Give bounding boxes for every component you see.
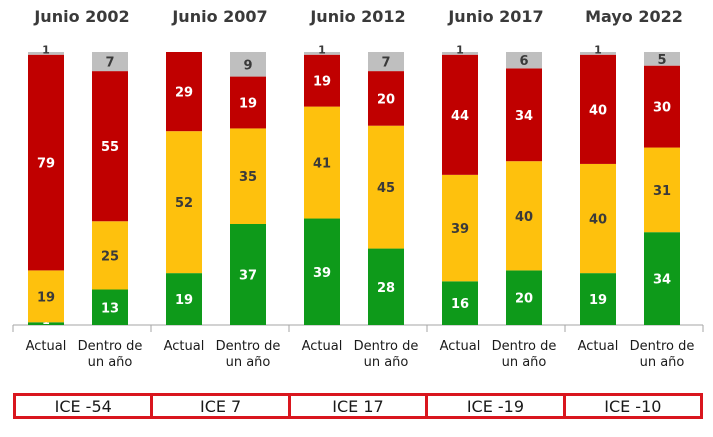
bar-segment-red bbox=[442, 54, 478, 175]
bar-segment-yellow bbox=[644, 147, 680, 233]
bar-segment-gray bbox=[92, 52, 128, 72]
data-label: 40 bbox=[589, 103, 607, 118]
bar-segment-red bbox=[368, 71, 404, 126]
bar-segment-gray bbox=[304, 52, 340, 55]
bar-segment-green bbox=[304, 218, 340, 325]
bar-segment-red bbox=[92, 71, 128, 222]
data-label: 9 bbox=[243, 58, 252, 73]
ice-box: ICE -19 bbox=[428, 393, 566, 419]
category-label: Actual bbox=[164, 339, 205, 354]
category-label: Dentro de un año bbox=[354, 339, 419, 370]
bar-segment-gray bbox=[230, 52, 266, 77]
bar-segment-green bbox=[506, 270, 542, 325]
group-title: Junio 2007 bbox=[171, 7, 267, 26]
bar-segment-yellow bbox=[442, 174, 478, 282]
data-label: 1 bbox=[594, 44, 602, 57]
data-label: 16 bbox=[451, 297, 469, 312]
ice-box: ICE 17 bbox=[290, 393, 429, 419]
category-label: Dentro de un año bbox=[492, 339, 557, 370]
data-label: 19 bbox=[589, 293, 607, 308]
category-label: Actual bbox=[578, 339, 619, 354]
data-label: 28 bbox=[377, 281, 395, 296]
bar-segment-green bbox=[28, 322, 64, 325]
data-label: 7 bbox=[105, 56, 114, 71]
bar-segment-green bbox=[442, 281, 478, 325]
ice-box: ICE -10 bbox=[565, 393, 704, 419]
data-label: 31 bbox=[653, 184, 671, 199]
data-label: 6 bbox=[519, 54, 528, 69]
group-title: Mayo 2022 bbox=[585, 7, 683, 26]
bar-segment-green bbox=[580, 273, 616, 325]
data-label: 19 bbox=[313, 75, 331, 90]
data-label: 1 bbox=[42, 44, 50, 57]
data-label: 39 bbox=[313, 266, 331, 281]
bar-segment-red bbox=[644, 65, 680, 148]
data-label: 45 bbox=[377, 181, 395, 196]
bar-segment-yellow bbox=[368, 125, 404, 249]
data-label: 52 bbox=[175, 196, 193, 211]
bar-segment-yellow bbox=[506, 161, 542, 271]
bar-segment-red bbox=[580, 54, 616, 164]
data-label: 19 bbox=[175, 293, 193, 308]
category-label: Dentro de un año bbox=[78, 339, 143, 370]
data-label: 35 bbox=[239, 170, 257, 185]
bar-segment-gray bbox=[644, 52, 680, 66]
data-label: 7 bbox=[381, 56, 390, 71]
bar-segment-green bbox=[166, 273, 202, 325]
data-label: 19 bbox=[239, 97, 257, 112]
bar-segment-green bbox=[230, 223, 266, 325]
category-label: Dentro de un año bbox=[630, 339, 695, 370]
ice-box: ICE -54 bbox=[13, 393, 154, 419]
data-label: 34 bbox=[515, 109, 533, 124]
data-label: 29 bbox=[175, 86, 193, 101]
data-label: 40 bbox=[589, 213, 607, 228]
bar-segment-red bbox=[166, 52, 202, 132]
data-label: 34 bbox=[653, 273, 671, 288]
ice-row: ICE -54 ICE 7 ICE 17 ICE -19 ICE -10 bbox=[13, 393, 704, 419]
category-label: Actual bbox=[440, 339, 481, 354]
bar-segment-yellow bbox=[92, 221, 128, 290]
data-label: 20 bbox=[515, 292, 533, 307]
data-label: 19 bbox=[37, 290, 55, 305]
data-label: 25 bbox=[101, 249, 119, 264]
data-label: 40 bbox=[515, 210, 533, 225]
data-label: 41 bbox=[313, 157, 331, 172]
bar-segment-gray bbox=[506, 52, 542, 69]
bar-segment-gray bbox=[580, 52, 616, 55]
bar-segment-yellow bbox=[28, 270, 64, 323]
data-label: 37 bbox=[239, 268, 257, 283]
data-label: 79 bbox=[37, 157, 55, 172]
bar-segment-gray bbox=[368, 52, 404, 72]
category-label: Dentro de un año bbox=[216, 339, 281, 370]
bar-segment-yellow bbox=[304, 106, 340, 219]
data-label: 1 bbox=[318, 44, 326, 57]
bar-segment-green bbox=[368, 248, 404, 325]
data-label: 30 bbox=[653, 101, 671, 116]
group-title: Junio 2012 bbox=[309, 7, 405, 26]
data-label: 44 bbox=[451, 109, 469, 124]
bar-segment-red bbox=[230, 76, 266, 129]
bar-segment-red bbox=[304, 54, 340, 107]
data-label: 20 bbox=[377, 92, 395, 107]
bar-segment-green bbox=[92, 289, 128, 325]
bar-segment-gray bbox=[28, 52, 64, 55]
bar-segment-red bbox=[28, 54, 64, 271]
bar-segment-yellow bbox=[166, 131, 202, 274]
bar-segment-yellow bbox=[580, 163, 616, 274]
data-label: 1 bbox=[456, 44, 464, 57]
data-label: 55 bbox=[101, 140, 119, 155]
group-title: Junio 2002 bbox=[33, 7, 129, 26]
category-label: Actual bbox=[26, 339, 67, 354]
bar-segment-yellow bbox=[230, 128, 266, 224]
ice-box: ICE 7 bbox=[153, 393, 291, 419]
bar-segment-green bbox=[644, 232, 680, 325]
group-title: Junio 2017 bbox=[447, 7, 543, 26]
data-label: 13 bbox=[101, 301, 119, 316]
category-label: Actual bbox=[302, 339, 343, 354]
data-label: 39 bbox=[451, 222, 469, 237]
bar-segment-gray bbox=[442, 52, 478, 55]
bar-segment-red bbox=[506, 68, 542, 162]
data-label: 5 bbox=[657, 53, 666, 68]
